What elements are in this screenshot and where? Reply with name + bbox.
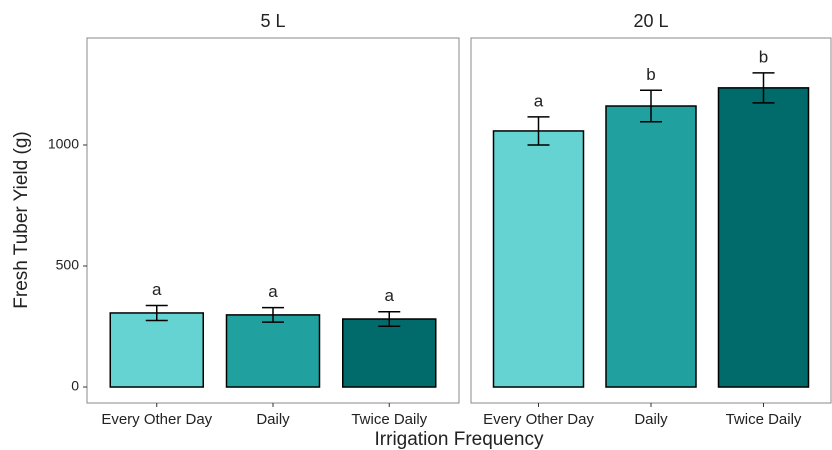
significance-letter: b [759, 47, 768, 66]
x-axis-label: Irrigation Frequency [375, 429, 544, 450]
x-tick-label: Daily [634, 411, 668, 428]
bar [605, 105, 697, 388]
x-tick-label: Twice Daily [351, 411, 427, 428]
x-tick-label: Every Other Day [483, 411, 594, 428]
panel-title: 20 L [633, 11, 668, 31]
y-tick-label: 500 [56, 257, 80, 273]
significance-letter: a [385, 286, 395, 305]
y-tick-label: 1000 [48, 136, 79, 152]
significance-letter: b [646, 65, 655, 84]
bar [109, 312, 204, 388]
y-axis-label: Fresh Tuber Yield (g) [11, 131, 32, 308]
y-tick-label: 0 [71, 378, 79, 394]
x-tick-label: Every Other Day [101, 411, 212, 428]
significance-letter: a [268, 282, 278, 301]
x-tick-label: Twice Daily [726, 411, 802, 428]
significance-letter: a [534, 91, 544, 110]
x-tick-label: Daily [256, 411, 290, 428]
bar [717, 87, 810, 388]
bar [492, 130, 585, 388]
bar [342, 318, 437, 388]
bar [225, 314, 321, 388]
panel-title: 5 L [260, 11, 285, 31]
significance-letter: a [152, 280, 162, 299]
